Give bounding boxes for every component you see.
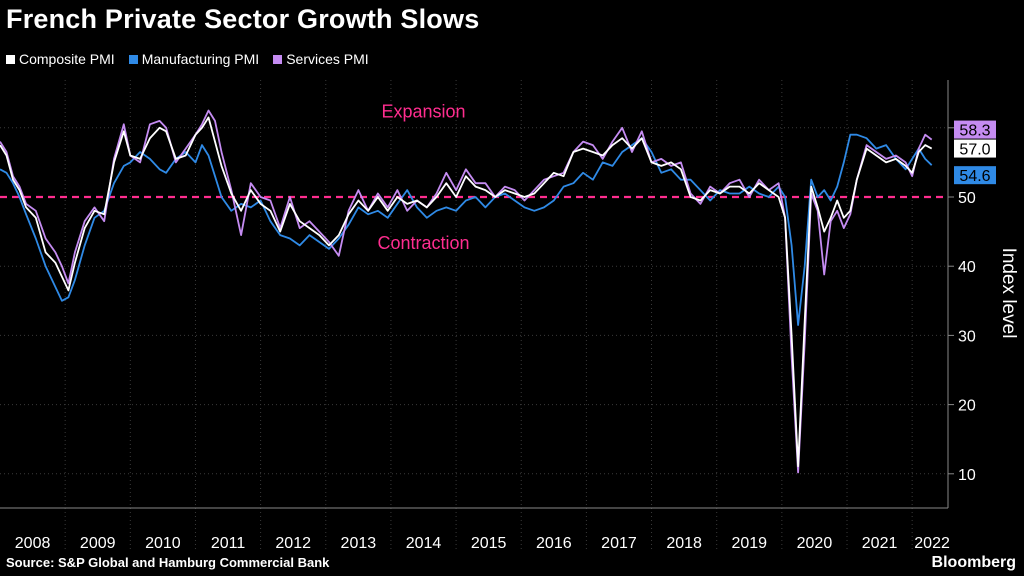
x-tick-label-2009: 2009 bbox=[80, 535, 116, 552]
annotation-expansion: Expansion bbox=[381, 101, 465, 121]
x-tick-label-2014: 2014 bbox=[406, 535, 442, 552]
y-tick-label-20: 20 bbox=[958, 398, 976, 415]
annotations: Expansion Contraction bbox=[377, 101, 469, 252]
legend-swatch-composite bbox=[6, 54, 15, 64]
x-tick-label-2011: 2011 bbox=[211, 535, 246, 552]
series-line-manufacturing bbox=[0, 133, 933, 326]
legend-item-services: Services PMI bbox=[273, 51, 369, 67]
end-labels: 58.3 57.0 54.6 bbox=[954, 120, 996, 185]
series-lines bbox=[0, 109, 933, 474]
y-axis-title: Index level bbox=[998, 248, 1019, 339]
series-line-services bbox=[0, 109, 933, 474]
legend-label-services: Services PMI bbox=[286, 51, 369, 67]
legend-label-manufacturing: Manufacturing PMI bbox=[141, 51, 260, 67]
x-tick-label-2022: 2022 bbox=[914, 535, 950, 552]
x-tick-label-2017: 2017 bbox=[601, 535, 637, 552]
x-tick-label-2016: 2016 bbox=[536, 535, 572, 552]
x-tick-label-2012: 2012 bbox=[275, 535, 311, 552]
x-tick-label-2021: 2021 bbox=[862, 535, 898, 552]
legend-label-composite: Composite PMI bbox=[19, 51, 115, 67]
legend-item-composite: Composite PMI bbox=[6, 51, 115, 67]
end-label-composite: 57.0 bbox=[959, 142, 990, 159]
y-tick-label-40: 40 bbox=[958, 259, 976, 276]
legend-item-manufacturing: Manufacturing PMI bbox=[128, 51, 260, 67]
y-tick-label-50: 50 bbox=[958, 190, 976, 207]
x-tick-label-2008: 2008 bbox=[15, 535, 51, 552]
legend-swatch-services bbox=[273, 54, 283, 64]
x-tick-label-2013: 2013 bbox=[341, 535, 377, 552]
brand-logo: Bloomberg bbox=[931, 554, 1016, 571]
end-label-manufacturing: 54.6 bbox=[959, 168, 990, 185]
series-line-composite bbox=[0, 116, 933, 468]
x-axis: 2008 2009 2010 2011 2012 2013 2014 2015 2016 2017… bbox=[0, 507, 950, 552]
end-label-box-services bbox=[954, 120, 996, 139]
x-tick-label-2018: 2018 bbox=[666, 535, 702, 552]
y-tick-label-30: 30 bbox=[958, 328, 976, 345]
legend: Composite PMI Manufacturing PMI Services… bbox=[6, 51, 369, 67]
x-tick-label-2020: 2020 bbox=[797, 535, 833, 552]
y-tick-label-10: 10 bbox=[958, 467, 976, 484]
source-note: Source: S&P Global and Hamburg Commercia… bbox=[6, 555, 330, 570]
x-tick-label-2010: 2010 bbox=[145, 535, 181, 552]
end-label-services: 58.3 bbox=[959, 123, 990, 140]
legend-swatch-manufacturing bbox=[128, 54, 138, 64]
x-tick-label-2019: 2019 bbox=[731, 535, 767, 552]
end-label-box-manufacturing bbox=[954, 166, 996, 185]
chart-title: French Private Sector Growth Slows bbox=[6, 4, 480, 34]
annotation-contraction: Contraction bbox=[377, 233, 469, 253]
end-label-box-composite bbox=[954, 139, 996, 158]
x-tick-label-2015: 2015 bbox=[471, 535, 507, 552]
